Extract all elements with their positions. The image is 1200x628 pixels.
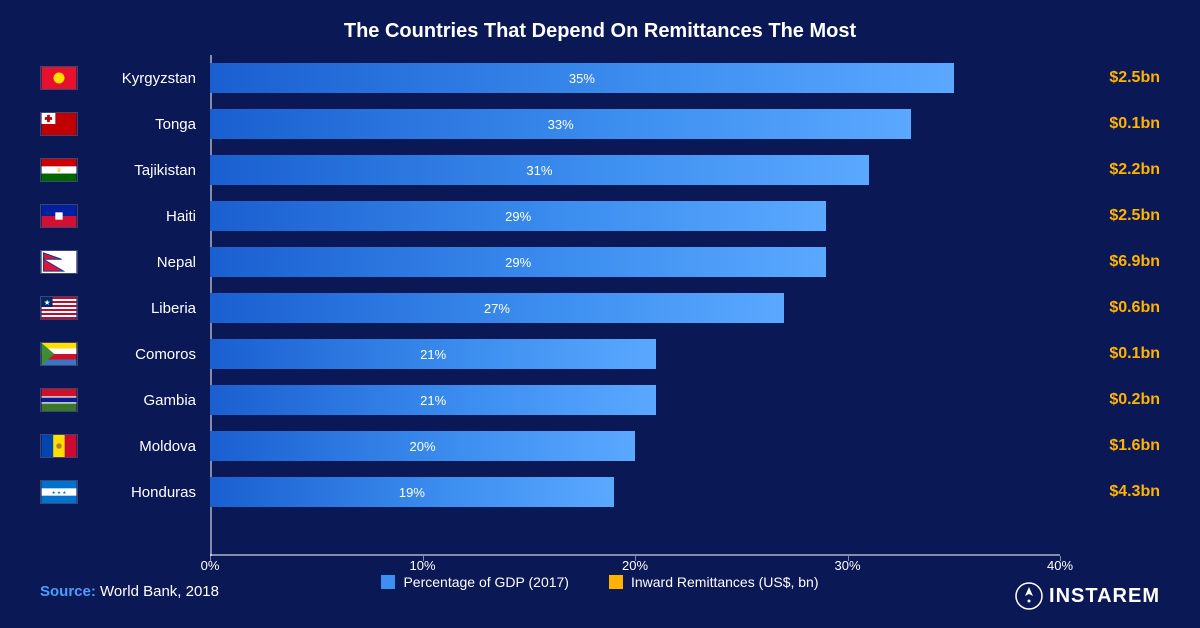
bar: 27% — [210, 293, 784, 323]
chart-row: ★ ★ ★ Honduras 19% $4.3bn — [40, 469, 1160, 515]
chart-row: ♛ Tajikistan 31% $2.2bn — [40, 147, 1160, 193]
chart-row: Comoros 21% $0.1bn — [40, 331, 1160, 377]
amount-label: $0.1bn — [1060, 115, 1160, 133]
country-label: Honduras — [90, 484, 210, 501]
country-label: Nepal — [90, 254, 210, 271]
x-tick-label: 0% — [201, 558, 220, 573]
flag-icon — [40, 342, 78, 366]
amount-label: $6.9bn — [1060, 253, 1160, 271]
country-label: Comoros — [90, 346, 210, 363]
x-tick-label: 40% — [1047, 558, 1073, 573]
bar-track: 33% — [210, 101, 1060, 147]
bar-track: 31% — [210, 147, 1060, 193]
rocket-icon — [1015, 582, 1043, 610]
chart-row: Moldova 20% $1.6bn — [40, 423, 1160, 469]
chart-row: Gambia 21% $0.2bn — [40, 377, 1160, 423]
amount-label: $2.5bn — [1060, 207, 1160, 225]
bar-track: 21% — [210, 377, 1060, 423]
bar: 33% — [210, 109, 911, 139]
bar-value-label: 21% — [420, 393, 446, 408]
bar-value-label: 35% — [569, 71, 595, 86]
x-tick-label: 20% — [622, 558, 648, 573]
amount-label: $2.5bn — [1060, 69, 1160, 87]
source-citation: Source: World Bank, 2018 — [40, 583, 219, 600]
amount-label: $4.3bn — [1060, 483, 1160, 501]
bar: 29% — [210, 201, 826, 231]
chart-title: The Countries That Depend On Remittances… — [0, 0, 1200, 53]
country-label: Kyrgyzstan — [90, 70, 210, 87]
bar: 21% — [210, 385, 656, 415]
source-text: World Bank, 2018 — [96, 583, 219, 600]
svg-text:♛: ♛ — [57, 167, 62, 174]
x-tick-mark — [1060, 556, 1061, 561]
x-tick-label: 30% — [834, 558, 860, 573]
x-tick-label: 10% — [409, 558, 435, 573]
amount-label: $2.2bn — [1060, 161, 1160, 179]
bar-track: 29% — [210, 193, 1060, 239]
bar-value-label: 29% — [505, 209, 531, 224]
flag-icon — [40, 66, 78, 90]
x-tick-mark — [423, 556, 424, 561]
country-label: Gambia — [90, 392, 210, 409]
amount-label: $0.6bn — [1060, 299, 1160, 317]
bar-value-label: 20% — [409, 439, 435, 454]
x-tick-mark — [848, 556, 849, 561]
amount-label: $0.1bn — [1060, 345, 1160, 363]
chart-row: Kyrgyzstan 35% $2.5bn — [40, 55, 1160, 101]
bar-value-label: 21% — [420, 347, 446, 362]
flag-icon: ★ — [40, 296, 78, 320]
country-label: Liberia — [90, 300, 210, 317]
amount-label: $1.6bn — [1060, 437, 1160, 455]
country-label: Tonga — [90, 116, 210, 133]
legend-swatch-remittances — [609, 575, 623, 589]
country-label: Moldova — [90, 438, 210, 455]
legend-item-gdp: Percentage of GDP (2017) — [381, 574, 569, 590]
bar-track: 27% — [210, 285, 1060, 331]
bar: 35% — [210, 63, 954, 93]
flag-icon — [40, 112, 78, 136]
source-label: Source: — [40, 583, 96, 600]
chart-area: Kyrgyzstan 35% $2.5bn Tonga 33% $0.1bn ♛ Tajiki… — [40, 55, 1160, 538]
x-tick-mark — [210, 556, 211, 561]
bar-value-label: 31% — [526, 163, 552, 178]
bar: 29% — [210, 247, 826, 277]
flag-icon — [40, 250, 78, 274]
chart-rows: Kyrgyzstan 35% $2.5bn Tonga 33% $0.1bn ♛ Tajiki… — [40, 55, 1160, 538]
bar-track: 20% — [210, 423, 1060, 469]
bar-value-label: 19% — [399, 485, 425, 500]
bar: 21% — [210, 339, 656, 369]
x-axis — [210, 554, 1060, 556]
bar-value-label: 33% — [548, 117, 574, 132]
bar: 31% — [210, 155, 869, 185]
bar-track: 29% — [210, 239, 1060, 285]
country-label: Tajikistan — [90, 162, 210, 179]
flag-icon — [40, 388, 78, 412]
legend-swatch-gdp — [381, 575, 395, 589]
flag-icon: ♛ — [40, 158, 78, 182]
legend-label-remittances: Inward Remittances (US$, bn) — [631, 574, 819, 590]
chart-row: Nepal 29% $6.9bn — [40, 239, 1160, 285]
flag-icon: ★ ★ ★ — [40, 480, 78, 504]
brand-name: INSTAREM — [1049, 585, 1160, 608]
flag-icon — [40, 204, 78, 228]
chart-row: Tonga 33% $0.1bn — [40, 101, 1160, 147]
bar: 20% — [210, 431, 635, 461]
bar-value-label: 29% — [505, 255, 531, 270]
chart-row: Haiti 29% $2.5bn — [40, 193, 1160, 239]
bar-track: 35% — [210, 55, 1060, 101]
x-tick-mark — [635, 556, 636, 561]
legend-item-remittances: Inward Remittances (US$, bn) — [609, 574, 819, 590]
bar-value-label: 27% — [484, 301, 510, 316]
amount-label: $0.2bn — [1060, 391, 1160, 409]
flag-icon — [40, 434, 78, 458]
bar-track: 21% — [210, 331, 1060, 377]
bar-track: 19% — [210, 469, 1060, 515]
svg-text:★: ★ — [44, 298, 51, 307]
brand-logo: INSTAREM — [1015, 582, 1160, 610]
svg-text:★ ★ ★: ★ ★ ★ — [52, 490, 68, 495]
legend-label-gdp: Percentage of GDP (2017) — [403, 574, 569, 590]
country-label: Haiti — [90, 208, 210, 225]
chart-row: ★ Liberia 27% $0.6bn — [40, 285, 1160, 331]
bar: 19% — [210, 477, 614, 507]
